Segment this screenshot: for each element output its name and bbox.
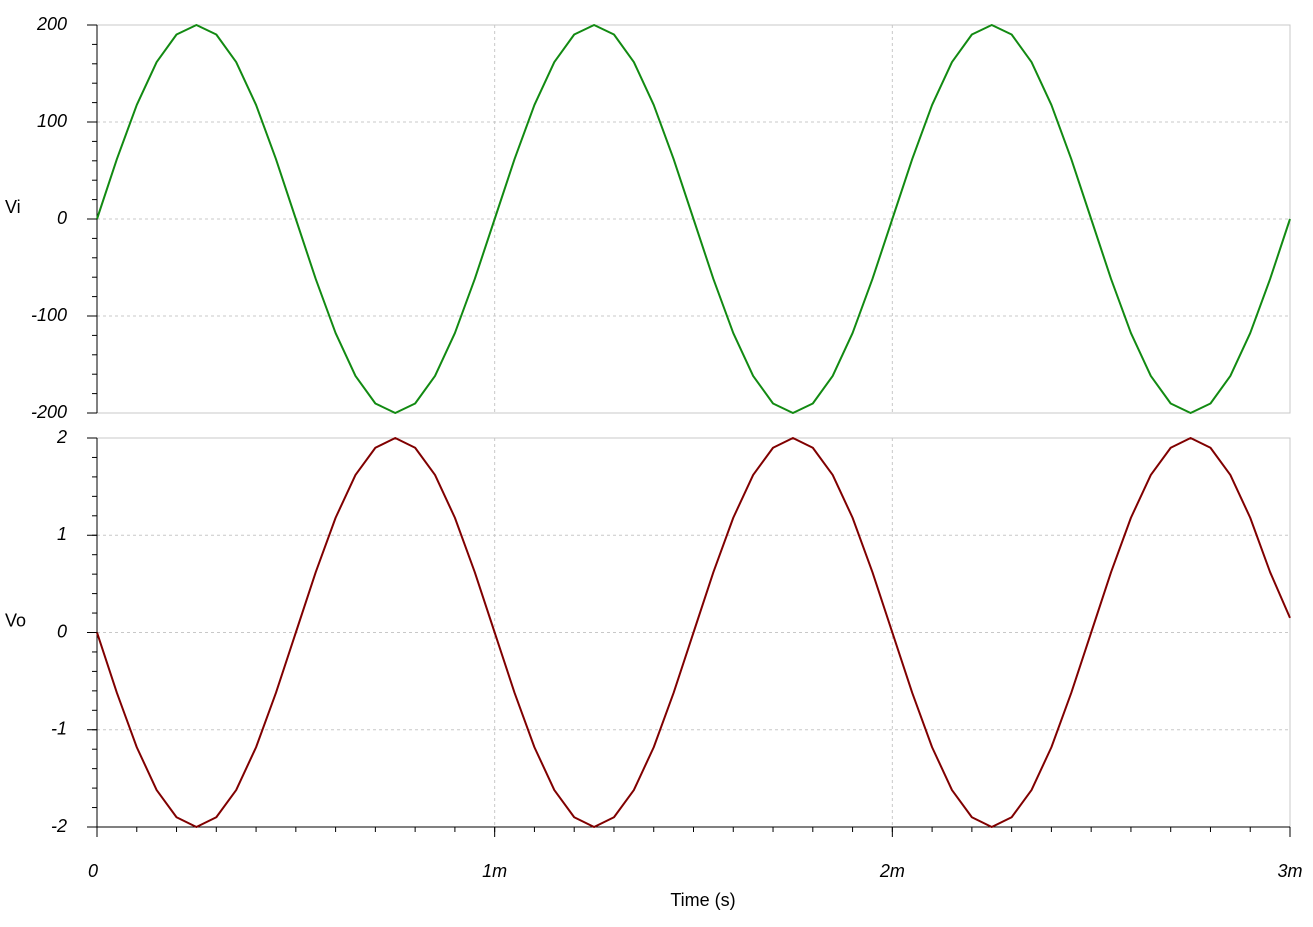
y-tick-label: 1: [57, 524, 67, 544]
line-series: [96, 437, 1291, 828]
y-axis-label: Vi: [5, 197, 21, 217]
y-tick-label: 100: [37, 111, 67, 131]
y-tick-label: 2: [56, 427, 67, 447]
y-axis-label: Vo: [5, 610, 26, 630]
x-tick-label: 1m: [482, 861, 507, 881]
y-tick-label: 0: [57, 208, 67, 228]
y-tick-label: -200: [31, 402, 67, 422]
y-tick-label: 0: [57, 621, 67, 641]
x-tick-label: 0: [88, 861, 98, 881]
x-tick-label: 2m: [879, 861, 905, 881]
y-tick-label: -1: [51, 719, 67, 739]
line-series: [96, 24, 1291, 414]
x-tick-label: 3m: [1277, 861, 1302, 881]
y-tick-label: -100: [31, 305, 67, 325]
x-axis-label: Time (s): [670, 890, 735, 910]
y-tick-label: 200: [36, 14, 67, 34]
y-tick-label: -2: [51, 816, 67, 836]
